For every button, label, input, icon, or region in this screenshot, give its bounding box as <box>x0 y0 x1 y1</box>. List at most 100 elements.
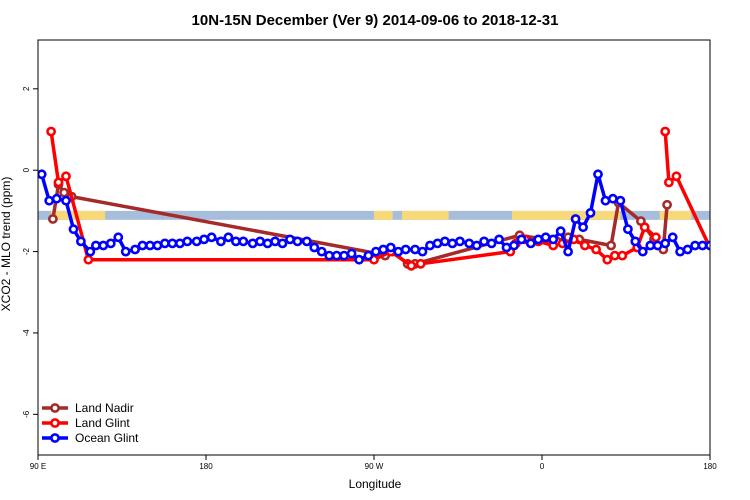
data-point <box>570 214 581 224</box>
data-point <box>324 250 335 261</box>
series-layer <box>38 126 743 271</box>
data-point <box>425 240 435 251</box>
data-point <box>623 224 633 235</box>
data-point <box>46 126 56 137</box>
data-point <box>174 238 185 249</box>
data-point <box>199 234 209 245</box>
data-point <box>309 242 320 253</box>
data-point <box>563 246 573 257</box>
data-point <box>223 232 234 243</box>
y-axis-label: XCO2 - MLO trend (ppm) <box>0 177 13 312</box>
data-point <box>580 240 590 251</box>
data-point <box>215 236 226 247</box>
data-point <box>247 238 258 249</box>
data-point <box>540 232 551 243</box>
series-ocean-glint <box>38 169 710 265</box>
series-land-nadir <box>48 179 672 269</box>
data-point <box>61 171 71 182</box>
y-tick-label: -6 <box>22 410 31 418</box>
data-point <box>705 240 710 251</box>
data-point <box>191 236 202 247</box>
data-point <box>159 238 170 249</box>
data-point <box>454 236 465 247</box>
data-point <box>494 234 504 245</box>
data-point <box>675 246 685 257</box>
data-point <box>206 232 217 243</box>
data-point <box>145 240 155 251</box>
x-axis-label: Longitude <box>349 477 402 491</box>
data-point <box>608 193 618 204</box>
x-tick-label: 90 W <box>365 462 384 471</box>
x-tick-label: 180 <box>199 462 213 471</box>
data-point <box>516 234 527 245</box>
data-point <box>555 226 566 237</box>
data-point <box>238 236 249 247</box>
data-point <box>400 244 411 255</box>
data-point <box>182 236 193 247</box>
data-point <box>729 250 736 257</box>
legend-label: Land Glint <box>75 416 130 430</box>
data-point <box>85 246 96 257</box>
data-point <box>585 207 596 218</box>
data-point <box>130 244 140 255</box>
data-point <box>363 250 374 261</box>
data-point <box>637 246 648 257</box>
legend-marker <box>50 433 60 443</box>
data-point <box>354 254 364 265</box>
x-tick-label: 90 E <box>30 462 46 471</box>
data-point <box>385 242 396 253</box>
data-point <box>609 250 620 261</box>
data-point <box>548 234 559 245</box>
data-point <box>639 222 650 233</box>
data-point <box>447 238 458 249</box>
data-point <box>671 171 682 182</box>
legend-item: Land Nadir <box>42 401 134 415</box>
data-point <box>38 169 47 180</box>
data-point <box>167 238 178 249</box>
data-point <box>98 240 109 251</box>
data-point <box>48 214 58 224</box>
data-point <box>270 236 280 247</box>
y-tick-label: 2 <box>22 86 31 91</box>
data-point <box>59 187 69 198</box>
data-point <box>606 240 616 251</box>
data-point <box>712 256 719 263</box>
data-point <box>44 195 55 206</box>
data-point <box>630 236 641 247</box>
data-point <box>617 250 628 261</box>
data-point <box>285 234 295 245</box>
data-point <box>486 238 497 249</box>
data-point <box>662 199 672 210</box>
data-point <box>721 254 728 261</box>
data-point <box>113 232 124 243</box>
legend-label: Ocean Glint <box>75 431 139 445</box>
data-point <box>697 240 708 251</box>
data-point <box>736 246 743 253</box>
legend-marker <box>50 403 60 413</box>
series-line <box>663 131 710 252</box>
data-point <box>664 177 674 188</box>
data-point <box>406 260 417 271</box>
data-point <box>501 242 512 253</box>
land-segment <box>512 210 621 220</box>
axes: 90 E 180 90 W 0 180 2 0 -2 -4 -6 <box>22 86 717 471</box>
data-point <box>471 240 482 251</box>
legend-item: Ocean Glint <box>42 431 139 445</box>
data-point <box>652 240 663 251</box>
x-tick-label: 180 <box>703 462 717 471</box>
series-land-glint <box>46 126 743 271</box>
data-point <box>509 240 519 251</box>
data-point <box>105 238 116 249</box>
legend-marker <box>50 418 60 428</box>
data-point <box>591 244 601 255</box>
data-point <box>51 193 62 204</box>
data-point <box>432 238 443 249</box>
data-point <box>479 236 489 247</box>
data-point <box>660 126 671 137</box>
data-point <box>578 222 588 233</box>
y-tick-label: -4 <box>22 329 31 337</box>
y-tick-label: 0 <box>22 167 31 172</box>
data-point <box>277 238 288 249</box>
legend-item: Land Glint <box>42 416 130 430</box>
